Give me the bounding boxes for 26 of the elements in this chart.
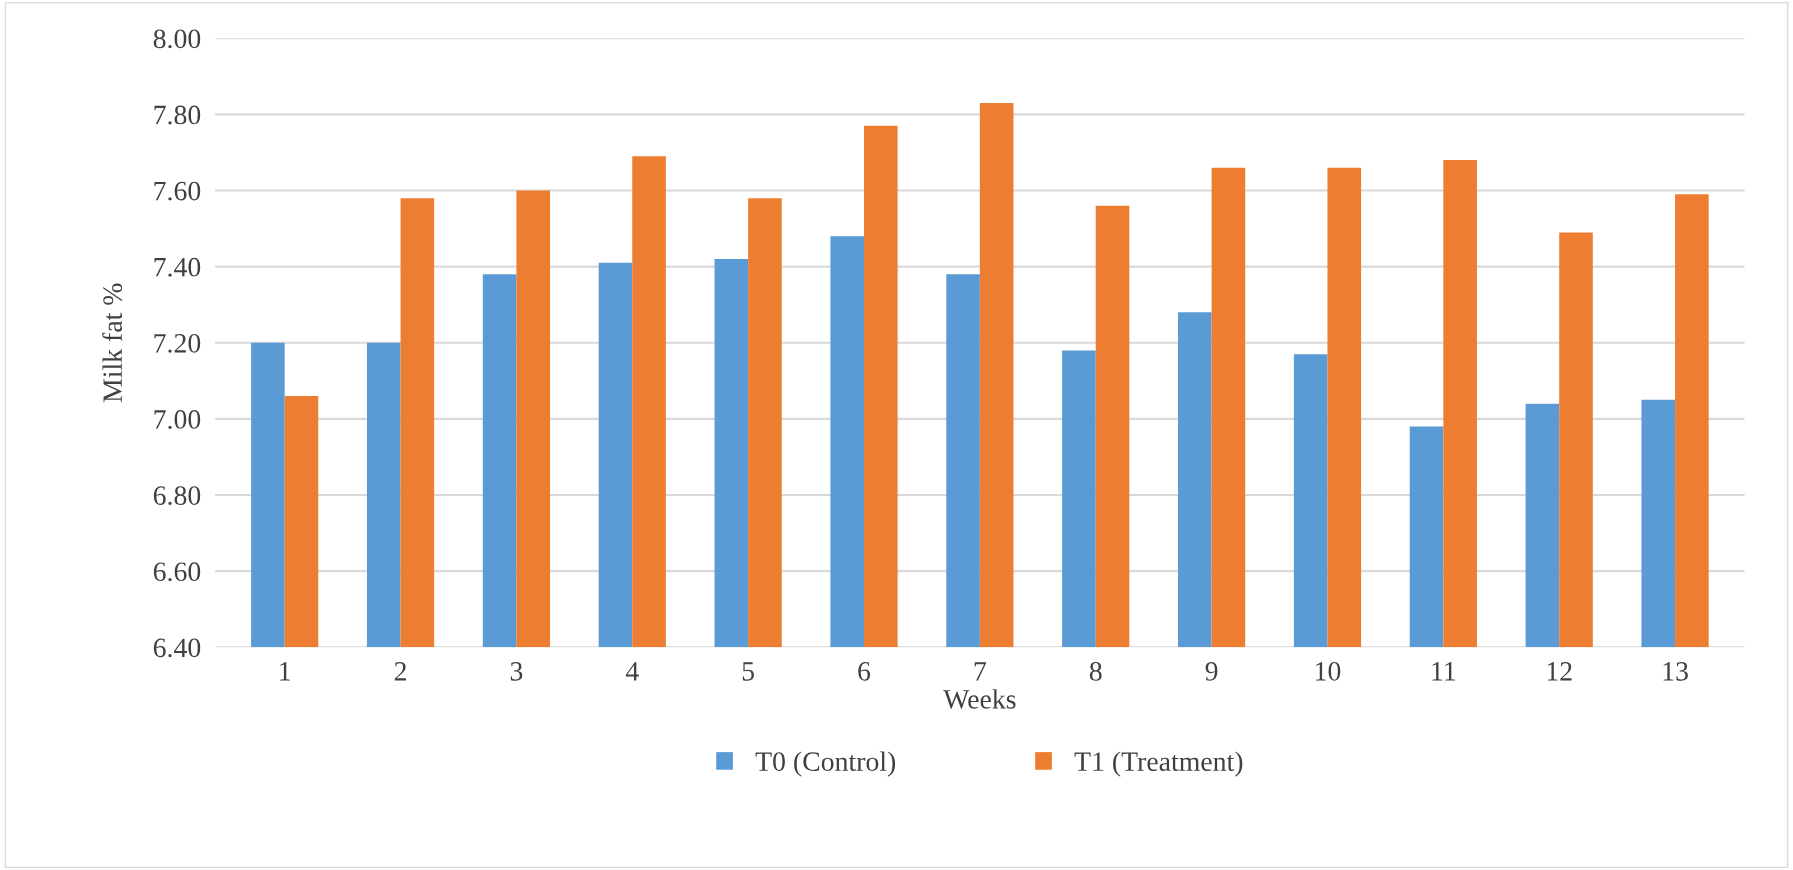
x-tick-label: 9	[1205, 662, 1218, 681]
y-axis-title: Milk fat %	[102, 283, 123, 403]
x-tick-label: 8	[1089, 661, 1102, 681]
x-tick-label: 2	[394, 662, 406, 681]
y-tick-label: 7.40	[154, 257, 201, 277]
x-tick-label: 12	[1547, 662, 1572, 681]
y-tick-label: 7.20	[154, 333, 201, 353]
x-tick-label: 7	[974, 662, 987, 681]
y-tick-label: 6.60	[153, 562, 201, 582]
x-tick-label: 1	[280, 662, 290, 681]
x-tick-label: 3	[510, 662, 523, 681]
y-tick-label: 6.40	[153, 638, 201, 658]
x-tick-label: 4	[625, 662, 639, 681]
x-tick-label: 6	[858, 662, 871, 681]
x-tick-label: 13	[1663, 662, 1688, 681]
x-axis-title: Weeks	[943, 689, 1016, 709]
y-tick-label: 7.00	[154, 410, 201, 429]
x-tick-label: 10	[1316, 661, 1341, 681]
y-tick-label: 8.00	[153, 29, 201, 49]
y-tick-label: 7.60	[154, 181, 201, 201]
y-tick-label: 6.80	[153, 486, 201, 506]
legend-label: T0 (Control)	[755, 751, 896, 777]
y-tick-label: 7.80	[154, 105, 201, 125]
x-tick-label: 5	[742, 662, 754, 681]
x-tick-label: 11	[1432, 662, 1456, 681]
legend-label: T1 (Treatment)	[1074, 751, 1243, 777]
